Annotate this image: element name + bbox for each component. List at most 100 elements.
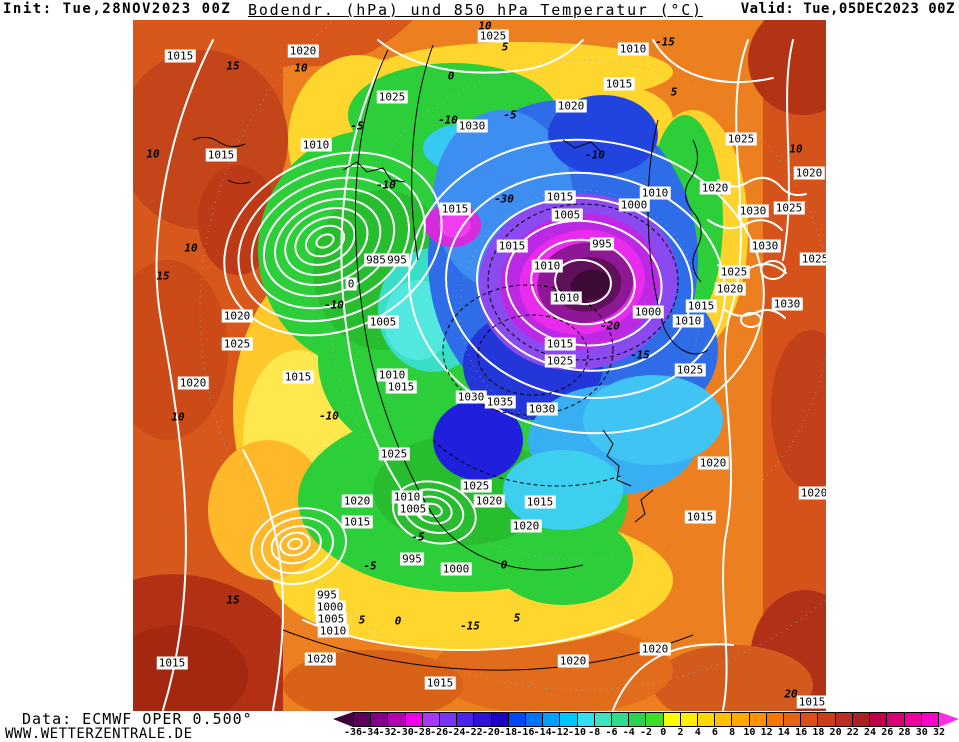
colorbar-box: [851, 713, 870, 726]
pressure-label: 1005: [551, 208, 583, 222]
colorbar-box: [593, 713, 612, 726]
pressure-label: 1025: [718, 265, 750, 279]
colorbar-tick-label: 18: [812, 727, 825, 738]
pressure-label: 1030: [737, 204, 769, 218]
colorbar-tick-label: -6: [605, 727, 618, 738]
colorbar-tick-label: 0: [660, 727, 667, 738]
pressure-label: 995: [315, 588, 339, 602]
pressure-label: 1020: [793, 166, 825, 180]
pressure-label: 1025: [725, 132, 757, 146]
colorbar-tick-label: 10: [743, 727, 756, 738]
colorbar-box: [507, 713, 526, 726]
pressure-label: 1020: [714, 282, 746, 296]
pressure-label: 1020: [287, 44, 319, 58]
pressure-label: 1015: [156, 656, 188, 670]
pressure-label: 995: [385, 253, 409, 267]
pressure-label: 1015: [164, 49, 196, 63]
colorbar-tick-label: -4: [622, 727, 635, 738]
pressure-label: 1000: [314, 600, 346, 614]
colorbar-tick-label: 4: [694, 727, 701, 738]
pressure-label: 1015: [685, 299, 717, 313]
pressure-label: 1030: [771, 297, 803, 311]
temperature-label: -5: [363, 559, 377, 573]
pressure-label: 1030: [456, 119, 488, 133]
colorbar-tick-label: 28: [898, 727, 911, 738]
temperature-label: 0: [394, 614, 402, 628]
colorbar-tick-label: -18: [499, 727, 518, 738]
pressure-label: 1020: [555, 99, 587, 113]
pressure-label: 1020: [304, 652, 336, 666]
temperature-label: -10: [438, 113, 458, 127]
colorbar-tick-label: -2: [639, 727, 653, 738]
colorbar-box: [611, 713, 629, 726]
pressure-label: 1015: [205, 148, 237, 162]
pressure-label: 1005: [367, 315, 399, 329]
temperature-label: -15: [655, 35, 675, 49]
pressure-label: 1015: [341, 515, 373, 529]
pressure-label: 1020: [177, 376, 209, 390]
colorbar-box: [834, 713, 852, 726]
colorbar-tick-label: -8: [588, 727, 601, 738]
weather-map-graphic: [133, 20, 826, 711]
colorbar-tick-label: 24: [864, 727, 877, 738]
pressure-label: 1000: [632, 305, 664, 319]
pressure-label: 1025: [221, 337, 253, 351]
temperature-label: 10: [478, 20, 492, 33]
pressure-label: 1015: [544, 337, 576, 351]
colorbar-tick-label: -34: [361, 727, 380, 738]
pressure-label: 1015: [439, 202, 471, 216]
pressure-label: 1000: [618, 198, 650, 212]
colorbar-tick-label: -30: [395, 727, 414, 738]
colorbar-tick-label: -36: [343, 727, 363, 738]
colorbar-tick-label: 22: [846, 727, 859, 738]
colorbar-left-arrow: [333, 712, 353, 727]
colorbar-box: [886, 713, 904, 726]
temperature-label: 20: [784, 687, 798, 701]
pressure-label: 1025: [376, 90, 408, 104]
pressure-label: 1010: [391, 490, 423, 504]
temperature-label: 15: [226, 593, 240, 607]
pressure-label: 1035: [484, 395, 516, 409]
colorbar-tick-label: -16: [516, 727, 535, 738]
pressure-label: 1020: [697, 456, 729, 470]
colorbar-right-arrow: [939, 712, 959, 727]
pressure-label: 1020: [699, 181, 731, 195]
colorbar-box: [404, 713, 422, 726]
pressure-label: 1025: [674, 363, 706, 377]
weather-map: 1015 1020 1025 1010 1015 1020 1025 1030 1015 1010…: [133, 20, 826, 711]
pressure-label: 1010: [617, 42, 649, 56]
pressure-label: 1025: [378, 447, 410, 461]
temperature-label: 15: [156, 269, 170, 283]
colorbar-box: [920, 713, 939, 726]
pressure-label: 0: [345, 277, 357, 291]
colorbar-box: [748, 713, 766, 726]
colorbar-tick-label: 12: [760, 727, 773, 738]
colorbar-box: [800, 713, 818, 726]
pressure-label: 995: [590, 237, 614, 251]
colorbar-box: [765, 713, 784, 726]
colorbar-box: [473, 713, 491, 726]
temperature-label: 0: [500, 558, 508, 572]
colorbar-box: [697, 713, 715, 726]
colorbar-tick-label: 2: [677, 727, 684, 738]
temperature-label: 5: [670, 85, 678, 99]
temperature-label: -10: [324, 298, 344, 312]
pressure-label: 995: [400, 552, 424, 566]
colorbar-box: [490, 713, 508, 726]
temperature-label: 10: [789, 142, 803, 156]
colorbar-box: [353, 713, 371, 726]
colorbar-box: [662, 713, 680, 726]
temperature-label: -15: [460, 619, 480, 633]
pressure-label: 1025: [799, 252, 826, 266]
pressure-label: 1020: [639, 642, 671, 656]
pressure-label: 1005: [315, 612, 347, 626]
colorbar-box: [783, 713, 801, 726]
colorbar-box: [542, 713, 560, 726]
pressure-label: 1015: [544, 190, 576, 204]
temperature-label: 5: [501, 40, 509, 54]
temperature-label: -5: [503, 108, 517, 122]
chart-title: Bodendr. (hPa) und 850 hPa Temperatur (°…: [248, 1, 703, 19]
pressure-label: 1015: [282, 370, 314, 384]
pressure-label: 1020: [341, 494, 373, 508]
colorbar-tick-label: 32: [932, 727, 946, 738]
